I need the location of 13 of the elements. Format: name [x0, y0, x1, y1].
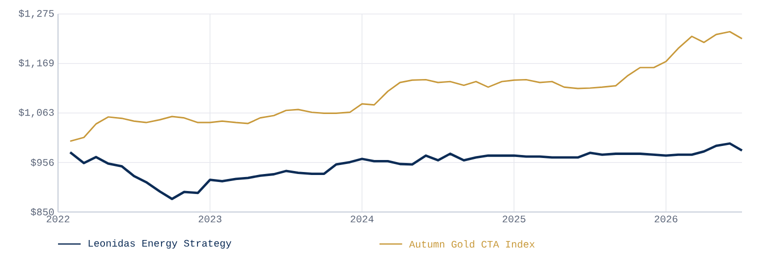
y-tick-label: $956: [30, 158, 54, 166]
legend-label: Autumn Gold CTA Index: [409, 240, 535, 248]
y-tick-label: $1,063: [18, 108, 54, 118]
x-tick-label: 2022: [46, 216, 70, 222]
x-tick-label: 2026: [654, 216, 678, 222]
line-series: [69, 30, 743, 142]
x-tick-label: 2024: [350, 216, 374, 222]
x-tick-label: 2023: [198, 216, 222, 222]
legend-label: Leonidas Energy Strategy: [88, 239, 232, 249]
y-tick-label: $1,275: [18, 10, 54, 18]
x-tick-label: 2025: [502, 216, 526, 222]
y-tick-label: $1,169: [18, 59, 54, 68]
y-tick-label: $850: [30, 208, 54, 216]
